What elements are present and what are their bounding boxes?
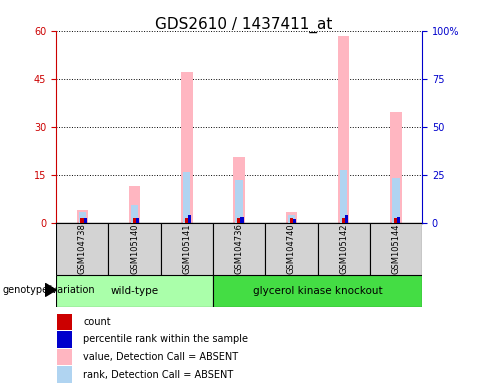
Bar [81,218,84,223]
Bar [342,218,346,223]
Bar [58,314,72,330]
Text: percentile rank within the sample: percentile rank within the sample [83,334,248,344]
Text: GSM104738: GSM104738 [78,223,87,274]
Bar [397,217,401,223]
Text: GSM105142: GSM105142 [339,223,348,274]
Bar [79,212,86,223]
Bar [188,215,191,223]
Bar [236,180,243,223]
Bar [318,223,370,275]
Bar [133,218,136,223]
Text: value, Detection Call = ABSENT: value, Detection Call = ABSENT [83,352,238,362]
Bar [293,219,296,223]
Text: GSM104740: GSM104740 [287,223,296,274]
Bar [183,172,190,223]
Bar [58,331,72,348]
Bar [77,210,88,223]
Text: GSM105141: GSM105141 [183,223,191,274]
Polygon shape [45,283,56,296]
Bar [181,72,193,223]
Bar [394,218,398,223]
Bar [370,223,422,275]
Bar [58,349,72,365]
Bar [237,218,241,223]
Bar [108,223,161,275]
Bar [161,223,213,275]
Bar [340,170,347,223]
Bar [392,178,400,223]
Text: wild-type: wild-type [110,286,159,296]
Text: GDS2610 / 1437411_at: GDS2610 / 1437411_at [155,17,333,33]
Bar [285,212,297,223]
Text: genotype/variation: genotype/variation [2,285,95,295]
Bar [265,223,318,275]
Bar [58,366,72,382]
Bar [233,157,245,223]
Text: glycerol kinase knockout: glycerol kinase knockout [253,286,383,296]
Bar [56,275,213,307]
Bar [185,218,189,223]
Bar [129,186,141,223]
Bar [213,223,265,275]
Text: GSM105144: GSM105144 [391,223,401,274]
Text: GSM104736: GSM104736 [235,223,244,274]
Text: count: count [83,317,111,327]
Bar [338,36,349,223]
Bar [56,223,108,275]
Bar [136,218,139,223]
Bar [390,113,402,223]
Bar [83,218,87,223]
Bar [241,217,244,223]
Bar [213,275,422,307]
Text: GSM105140: GSM105140 [130,223,139,274]
Text: rank, Detection Call = ABSENT: rank, Detection Call = ABSENT [83,369,233,379]
Bar [345,215,348,223]
Bar [289,218,293,223]
Bar [131,205,138,223]
Bar [288,215,295,223]
